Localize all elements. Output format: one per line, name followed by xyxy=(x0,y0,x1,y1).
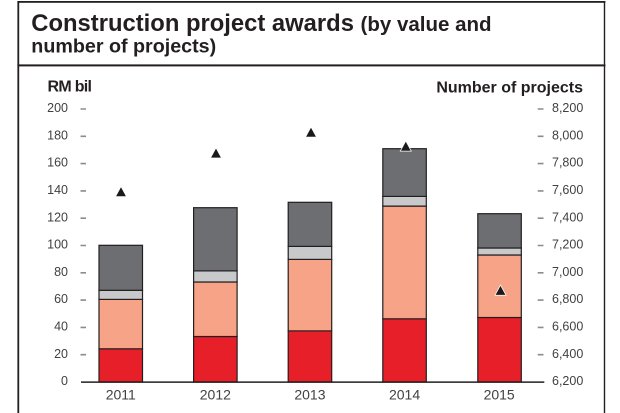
svg-text:40: 40 xyxy=(54,320,68,334)
svg-text:6,800: 6,800 xyxy=(552,292,583,306)
svg-text:7,000: 7,000 xyxy=(552,265,583,279)
svg-text:2015: 2015 xyxy=(484,387,515,403)
svg-text:7,200: 7,200 xyxy=(552,238,583,252)
svg-text:2012: 2012 xyxy=(200,387,231,403)
svg-text:number of projects): number of projects) xyxy=(31,36,216,58)
svg-text:6,600: 6,600 xyxy=(552,320,583,334)
svg-text:Construction project awards (b: Construction project awards (by value an… xyxy=(31,10,491,37)
svg-text:0: 0 xyxy=(61,374,68,388)
svg-text:20: 20 xyxy=(54,347,68,361)
svg-text:7,400: 7,400 xyxy=(552,210,583,224)
svg-text:2013: 2013 xyxy=(294,387,325,403)
svg-text:2014: 2014 xyxy=(389,387,420,403)
svg-text:2011: 2011 xyxy=(106,387,136,403)
svg-text:160: 160 xyxy=(47,156,68,170)
svg-text:200: 200 xyxy=(47,101,68,115)
svg-text:60: 60 xyxy=(54,292,68,306)
svg-text:6,400: 6,400 xyxy=(552,347,583,361)
svg-text:80: 80 xyxy=(54,265,68,279)
svg-text:8,000: 8,000 xyxy=(552,128,583,142)
svg-text:8,200: 8,200 xyxy=(552,101,583,115)
svg-text:Number of projects: Number of projects xyxy=(436,79,583,96)
svg-text:RM bil: RM bil xyxy=(48,79,92,96)
svg-text:120: 120 xyxy=(47,210,68,224)
svg-text:7,800: 7,800 xyxy=(552,156,583,170)
svg-text:140: 140 xyxy=(47,183,68,197)
svg-text:6,200: 6,200 xyxy=(552,374,583,388)
svg-text:7,600: 7,600 xyxy=(552,183,583,197)
svg-text:100: 100 xyxy=(47,238,68,252)
svg-text:180: 180 xyxy=(47,128,68,142)
